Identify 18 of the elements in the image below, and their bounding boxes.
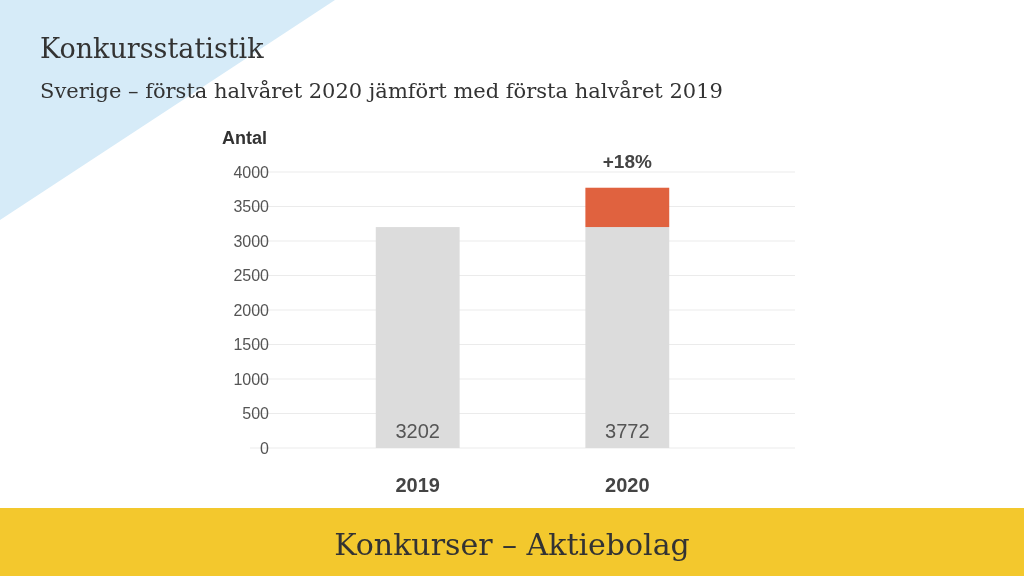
y-tick-label: 2500 [233, 267, 270, 285]
y-axis-title: Antal [222, 128, 267, 148]
y-tick-label: 1500 [233, 336, 270, 354]
y-tick-label: 3500 [233, 198, 270, 216]
total-label: 3772 [605, 420, 650, 442]
chart-title: Konkursstatistik [40, 33, 265, 64]
y-tick-label: 4000 [233, 163, 270, 181]
y-tick-label: 500 [242, 405, 270, 423]
text: Konkurser – Aktiebolag [334, 527, 690, 562]
annotation: +18% [602, 150, 652, 172]
chart-subtitle: Sverige – första halvåret 2020 jämfört med första halvåret 2019 [40, 79, 723, 103]
x-tick-label: 2020 [605, 474, 650, 496]
y-tick-label: 0 [260, 439, 270, 457]
y-tick-label: 3000 [233, 232, 270, 250]
y-tick-label: 1000 [233, 370, 270, 388]
x-tick-label: 2019 [395, 474, 440, 496]
total-label: 3202 [395, 420, 440, 442]
y-tick-label: 2000 [233, 301, 270, 319]
